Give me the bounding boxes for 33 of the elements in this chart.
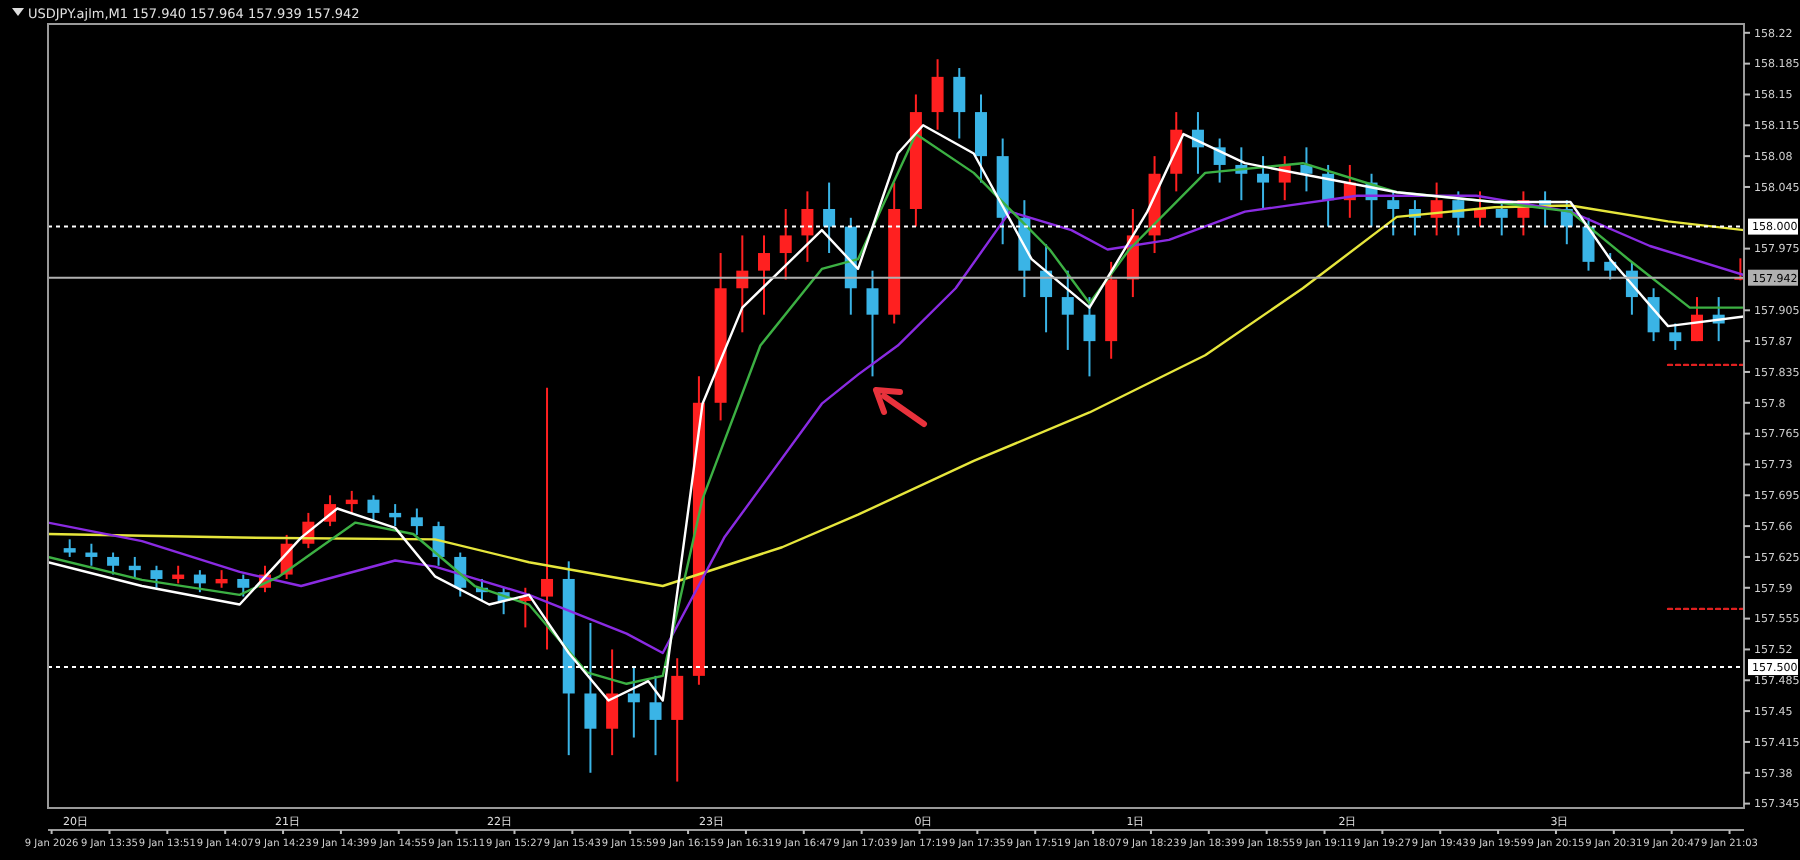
candlestick — [1387, 190, 1400, 237]
candlestick — [150, 564, 163, 589]
candlestick — [649, 674, 662, 757]
candlestick — [779, 207, 792, 281]
candlestick — [823, 181, 836, 255]
line-series — [48, 204, 1744, 588]
candlestick — [1061, 269, 1074, 351]
candlestick — [606, 648, 619, 757]
candlestick — [128, 555, 141, 580]
candlestick — [389, 503, 402, 528]
candlestick — [1495, 199, 1508, 237]
candlestick — [1083, 296, 1096, 378]
candlestick — [1257, 155, 1270, 210]
candlestick — [107, 551, 120, 576]
candlestick — [801, 190, 814, 263]
candlestick — [1604, 252, 1617, 281]
candlestick — [345, 489, 358, 514]
candlestick — [627, 666, 640, 739]
candlestick — [85, 542, 98, 567]
candlestick — [1669, 322, 1682, 351]
candlestick — [671, 657, 684, 783]
candlestick — [237, 573, 250, 598]
candlestick — [974, 93, 987, 184]
candlestick — [367, 494, 380, 523]
candlestick — [758, 234, 771, 316]
candlestick — [584, 622, 597, 774]
candlestick — [953, 67, 966, 140]
candlestick — [866, 269, 879, 378]
candlestick — [193, 569, 206, 594]
candlestick — [541, 386, 554, 651]
candlestick — [410, 507, 423, 536]
candlestick — [931, 58, 944, 131]
candlestick — [1474, 190, 1487, 228]
